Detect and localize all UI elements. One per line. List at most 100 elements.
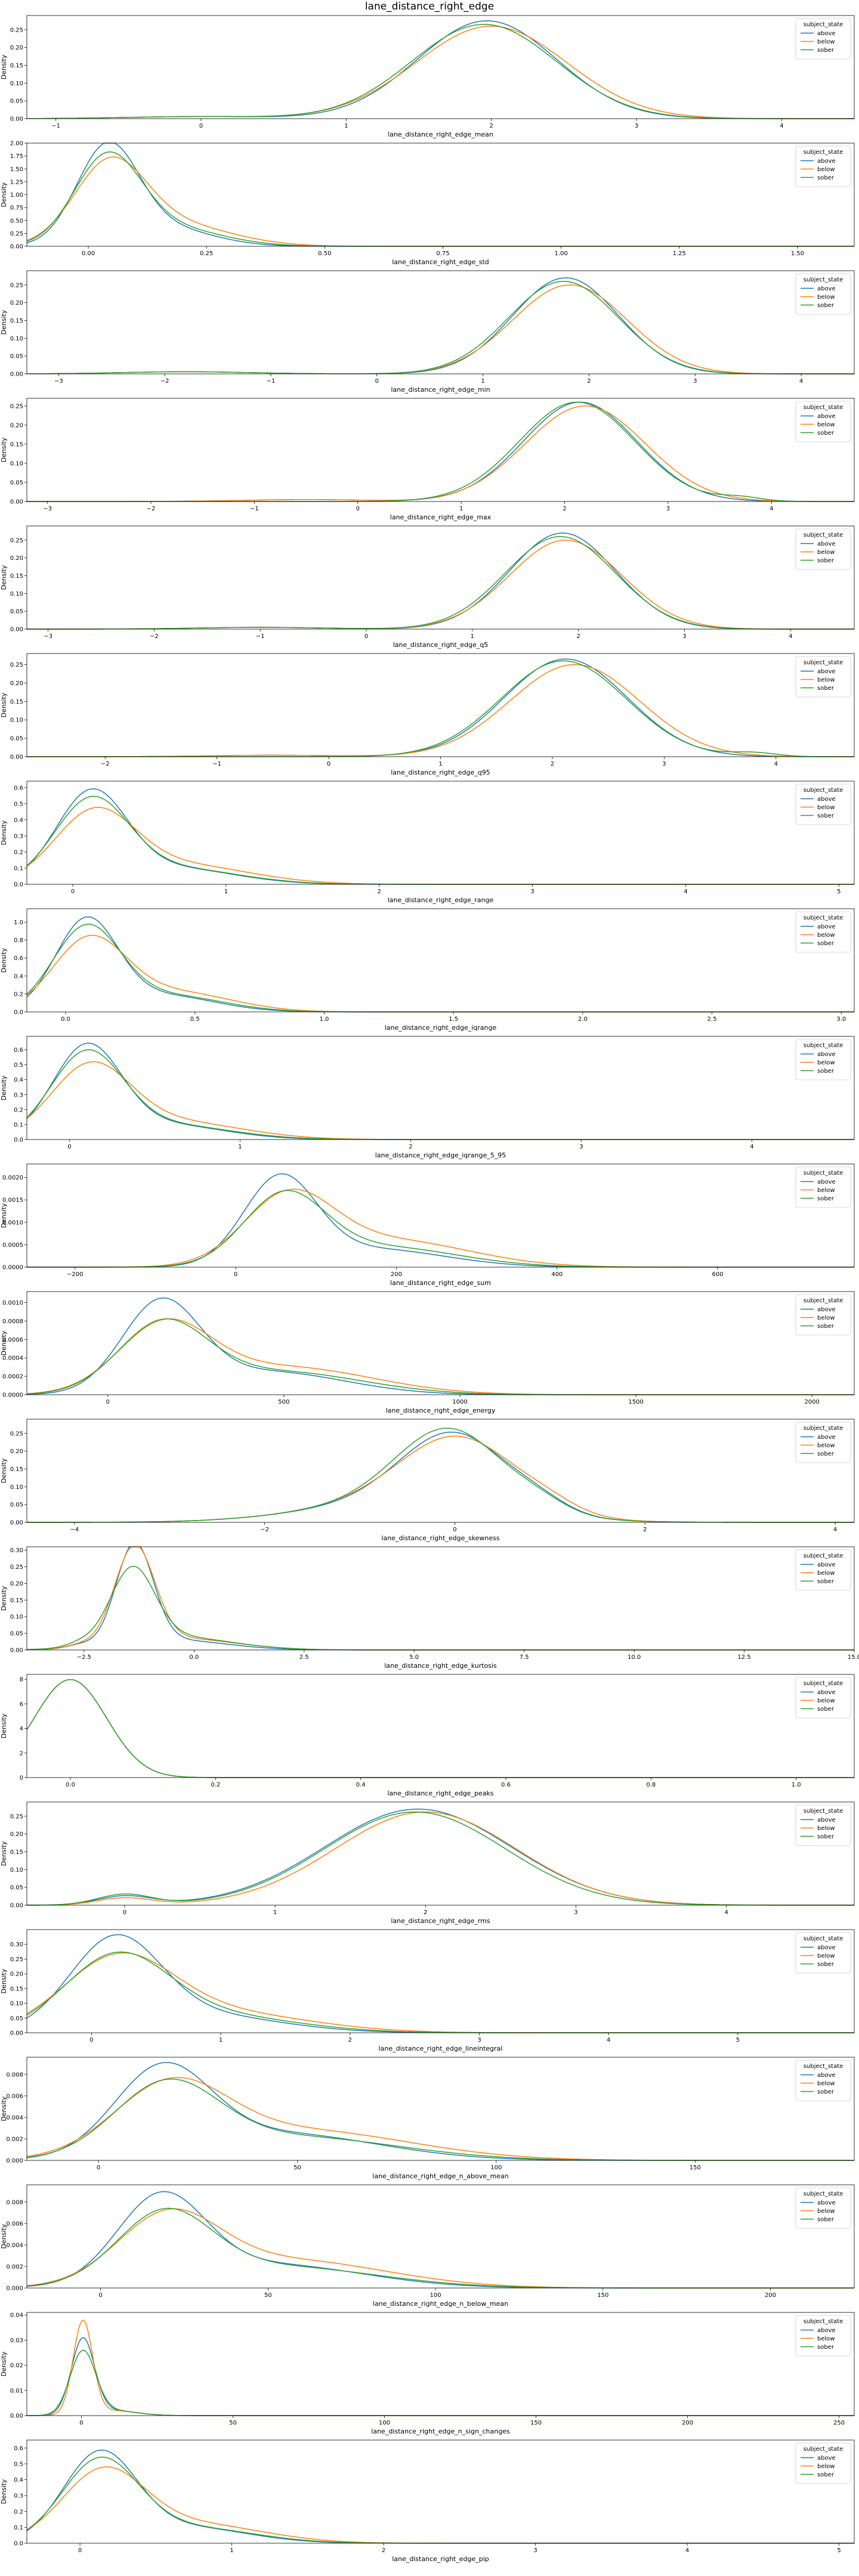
y-tick-label: 0.10 (10, 80, 23, 87)
legend-box (795, 1166, 851, 1208)
y-axis-label: Density (0, 1075, 8, 1100)
y-tick-label: 0.00 (10, 371, 23, 378)
subplot-10: −200 0 200 400 600 0.0000 0.0005 0.0010 0.0015 0.… (0, 1163, 855, 1287)
x-tick-label: 0.5 (190, 1016, 200, 1023)
y-tick-label: 0.15 (10, 1597, 23, 1604)
legend-entry-sober: sober (817, 2089, 835, 2095)
y-tick-label: 0.20 (10, 1448, 23, 1455)
kde-line-below (27, 2319, 854, 2416)
legend-entry-below: below (817, 1060, 835, 1066)
x-tick-label: 0.75 (436, 250, 449, 257)
legend-title: subject_state (804, 2191, 843, 2197)
x-axis-label: lane_distance_right_edge_n_above_mean (372, 2172, 508, 2180)
subplot-17: 0 50 100 150 0.000 0.002 0.004 0.006 0.008 lane_d… (0, 2057, 855, 2180)
x-tick-label: −1 (212, 761, 221, 767)
y-tick-label: 0.20 (10, 45, 23, 51)
y-tick-label: 0.0008 (2, 1318, 23, 1325)
kde-line-above (27, 532, 854, 630)
x-tick-label: 0.6 (501, 1782, 511, 1788)
legend-entry-sober: sober (817, 2216, 835, 2223)
kde-line-below (26, 1679, 854, 1778)
subplot-1: −1 0 1 2 3 4 0.00 0.05 0.10 0.15 0.20 0.25 lane_dist… (0, 15, 855, 138)
x-tick-label: 0.0 (61, 1016, 70, 1023)
legend-entry-above: above (817, 158, 836, 165)
legend-box (795, 2060, 851, 2101)
y-tick-label: 0.30 (10, 1942, 23, 1948)
legend-title: subject_state (804, 1553, 843, 1559)
x-tick-label: 3 (662, 761, 666, 767)
legend-entry-below: below (817, 932, 835, 939)
y-tick-label: 0.25 (10, 1813, 23, 1820)
legend-entry-below: below (817, 549, 835, 556)
y-tick-label: 0.05 (10, 354, 23, 360)
legend-entry-sober: sober (817, 1196, 835, 1202)
legend-box (795, 273, 851, 315)
x-tick-label: 0 (71, 888, 75, 895)
y-tick-label: 0.1 (14, 1122, 23, 1128)
kde-line-below (26, 1061, 854, 1140)
y-tick-label: 0.5 (14, 801, 23, 807)
legend-entry-sober: sober (817, 1323, 835, 1330)
y-axis-label: Density (0, 2479, 8, 2504)
legend-entry-above: above (817, 541, 836, 547)
y-tick-label: 8 (20, 1677, 23, 1683)
x-tick-label: −2 (101, 761, 110, 767)
legend-entry-sober: sober (817, 175, 835, 181)
subplot-20: 0 1 2 3 4 5 0.0 0.1 0.2 0.3 0.4 0.5 0.6 lane_distance… (0, 2439, 855, 2563)
y-tick-label: 0.15 (10, 318, 23, 324)
y-tick-label: 0.0010 (2, 1219, 23, 1226)
x-tick-label: −1 (51, 123, 60, 129)
x-tick-label: −1 (267, 378, 276, 385)
x-tick-label: 50 (264, 2292, 272, 2299)
axes-frame (26, 1546, 855, 1651)
legend-entry-sober: sober (817, 302, 835, 309)
kde-line-sober (26, 1951, 854, 2033)
x-tick-label: 4 (833, 1527, 837, 1533)
x-tick-label: 4 (770, 506, 773, 512)
kde-line-sober (26, 151, 854, 247)
legend-entry-sober: sober (817, 813, 835, 819)
legend-title: subject_state (804, 1298, 843, 1304)
legend-entry-sober: sober (817, 1961, 835, 1968)
kde-line-sober (27, 536, 854, 630)
x-tick-label: 1 (273, 1909, 277, 1916)
legend-title: subject_state (804, 532, 843, 538)
x-tick-label: −2 (260, 1527, 269, 1533)
subplot-3: −3 −2 −1 0 1 2 3 4 0.00 0.05 0.10 0.15 0.20 0.25 lane_… (0, 270, 855, 394)
y-tick-label: 0.0004 (2, 1355, 23, 1362)
axes-frame (26, 2057, 855, 2161)
legend-box (795, 2315, 851, 2357)
legend-entry-below: below (817, 1825, 835, 1832)
x-tick-label: 3 (693, 378, 697, 385)
x-tick-label: 0.4 (356, 1782, 366, 1788)
x-tick-label: 250 (833, 2420, 845, 2426)
y-tick-label: 0.20 (10, 300, 23, 306)
axes-frame (26, 1929, 855, 2033)
y-tick-label: 0.4 (14, 973, 23, 980)
y-tick-label: 0.10 (10, 460, 23, 467)
x-tick-label: 600 (712, 1271, 724, 1278)
y-tick-label: 0.25 (10, 662, 23, 668)
x-tick-label: 0.50 (318, 250, 331, 257)
kde-line-below (27, 284, 854, 374)
kde-line-sober (27, 1428, 854, 1523)
legend-box (795, 401, 851, 442)
legend-entry-above: above (817, 1817, 836, 1823)
legend-title: subject_state (804, 1680, 843, 1687)
x-axis-label: lane_distance_right_edge_min (391, 386, 490, 394)
y-tick-label: 0.25 (10, 537, 23, 544)
x-tick-label: 4 (724, 1909, 728, 1916)
y-tick-label: 0.00 (10, 1520, 23, 1527)
kde-line-below (26, 807, 854, 885)
kde-line-sober (26, 1679, 854, 1778)
y-tick-label: 6 (20, 1701, 23, 1708)
axes-frame (26, 270, 855, 374)
y-tick-label: 0.1 (14, 865, 23, 872)
subplot-2: 0.00 0.25 0.50 0.75 1.00 1.25 1.50 0.00 0.25 0.50… (0, 141, 855, 266)
kde-line-sober (26, 2078, 854, 2161)
legend-entry-below: below (817, 1315, 835, 1321)
